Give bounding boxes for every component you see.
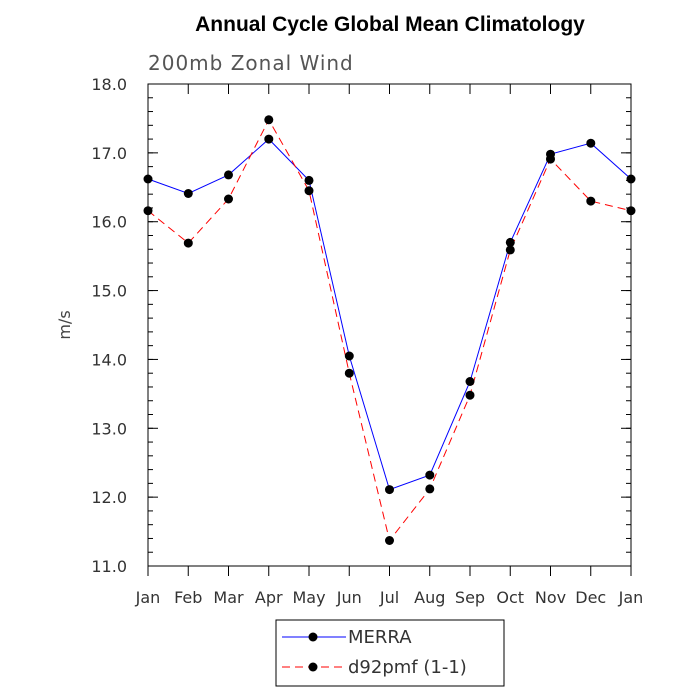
data-point-d92pmf <box>264 115 274 125</box>
x-tick-label: Nov <box>535 588 566 607</box>
x-tick-label: Apr <box>255 588 283 607</box>
x-tick-label: Dec <box>575 588 606 607</box>
y-tick-label: 13.0 <box>91 419 127 438</box>
data-point-d92pmf <box>183 238 193 248</box>
y-tick-label: 18.0 <box>91 75 127 94</box>
x-tick-label: Feb <box>174 588 202 607</box>
data-point-merra <box>626 174 636 184</box>
series-line-merra <box>147 138 632 491</box>
y-tick-label: 12.0 <box>91 488 127 507</box>
data-point-d92pmf <box>143 206 153 216</box>
y-tick-labels: 11.0 12.0 13.0 14.0 15.0 16.0 17.0 18.0 <box>91 75 127 576</box>
y-tick-label: 17.0 <box>91 144 127 163</box>
data-point-d92pmf <box>344 368 354 378</box>
plot-frame <box>147 83 632 567</box>
y-tick-label: 15.0 <box>91 282 127 301</box>
data-point-merra <box>465 377 475 386</box>
data-point-merra <box>505 237 515 247</box>
series-points <box>143 115 636 545</box>
chart-subtitle: 200mb Zonal Wind <box>148 51 354 75</box>
x-tick-label: Oct <box>496 588 524 607</box>
x-tick-label: Mar <box>213 588 244 607</box>
data-point-merra <box>425 470 435 480</box>
series-line-d92pmf <box>147 118 632 542</box>
major-ticks <box>147 83 632 576</box>
legend-label-merra: MERRA <box>348 627 412 648</box>
legend-box <box>275 619 505 687</box>
legend-marker-merra <box>308 632 318 642</box>
data-point-d92pmf <box>465 390 475 400</box>
data-point-merra <box>143 174 153 184</box>
data-point-d92pmf <box>224 194 233 204</box>
data-point-merra <box>224 170 233 180</box>
x-tick-label: Jul <box>379 588 399 607</box>
data-point-d92pmf <box>546 154 555 164</box>
data-point-merra <box>183 189 193 198</box>
x-tick-label: Aug <box>414 588 445 607</box>
data-point-merra <box>304 175 314 185</box>
y-tick-label: 11.0 <box>91 557 127 576</box>
x-tick-label: Jun <box>336 588 362 607</box>
data-point-d92pmf <box>586 196 596 206</box>
data-point-d92pmf <box>626 206 636 216</box>
data-point-merra <box>586 138 596 148</box>
data-point-d92pmf <box>425 484 435 494</box>
data-point-merra <box>264 134 274 144</box>
data-point-merra <box>344 351 354 361</box>
x-tick-label: Jan <box>135 588 161 607</box>
data-point-d92pmf <box>505 245 515 255</box>
y-tick-label: 14.0 <box>91 350 127 369</box>
y-tick-label: 16.0 <box>91 213 127 232</box>
x-tick-label: May <box>292 588 325 607</box>
data-point-merra <box>385 485 394 495</box>
chart-title: Annual Cycle Global Mean Climatology <box>195 13 585 36</box>
y-axis-label: m/s <box>55 310 74 339</box>
x-tick-label: Jan <box>618 588 644 607</box>
data-point-d92pmf <box>304 186 314 196</box>
series-lines <box>147 118 632 542</box>
x-tick-labels: Jan Feb Mar Apr May Jun Jul Aug Sep Oct Nov Dec Jan <box>135 588 644 607</box>
data-point-d92pmf <box>385 536 394 545</box>
legend: MERRA d92pmf (1-1) <box>275 619 505 687</box>
legend-label-d92pmf: d92pmf (1-1) <box>348 657 467 678</box>
x-tick-label: Sep <box>455 588 485 607</box>
legend-marker-d92pmf <box>308 662 318 672</box>
